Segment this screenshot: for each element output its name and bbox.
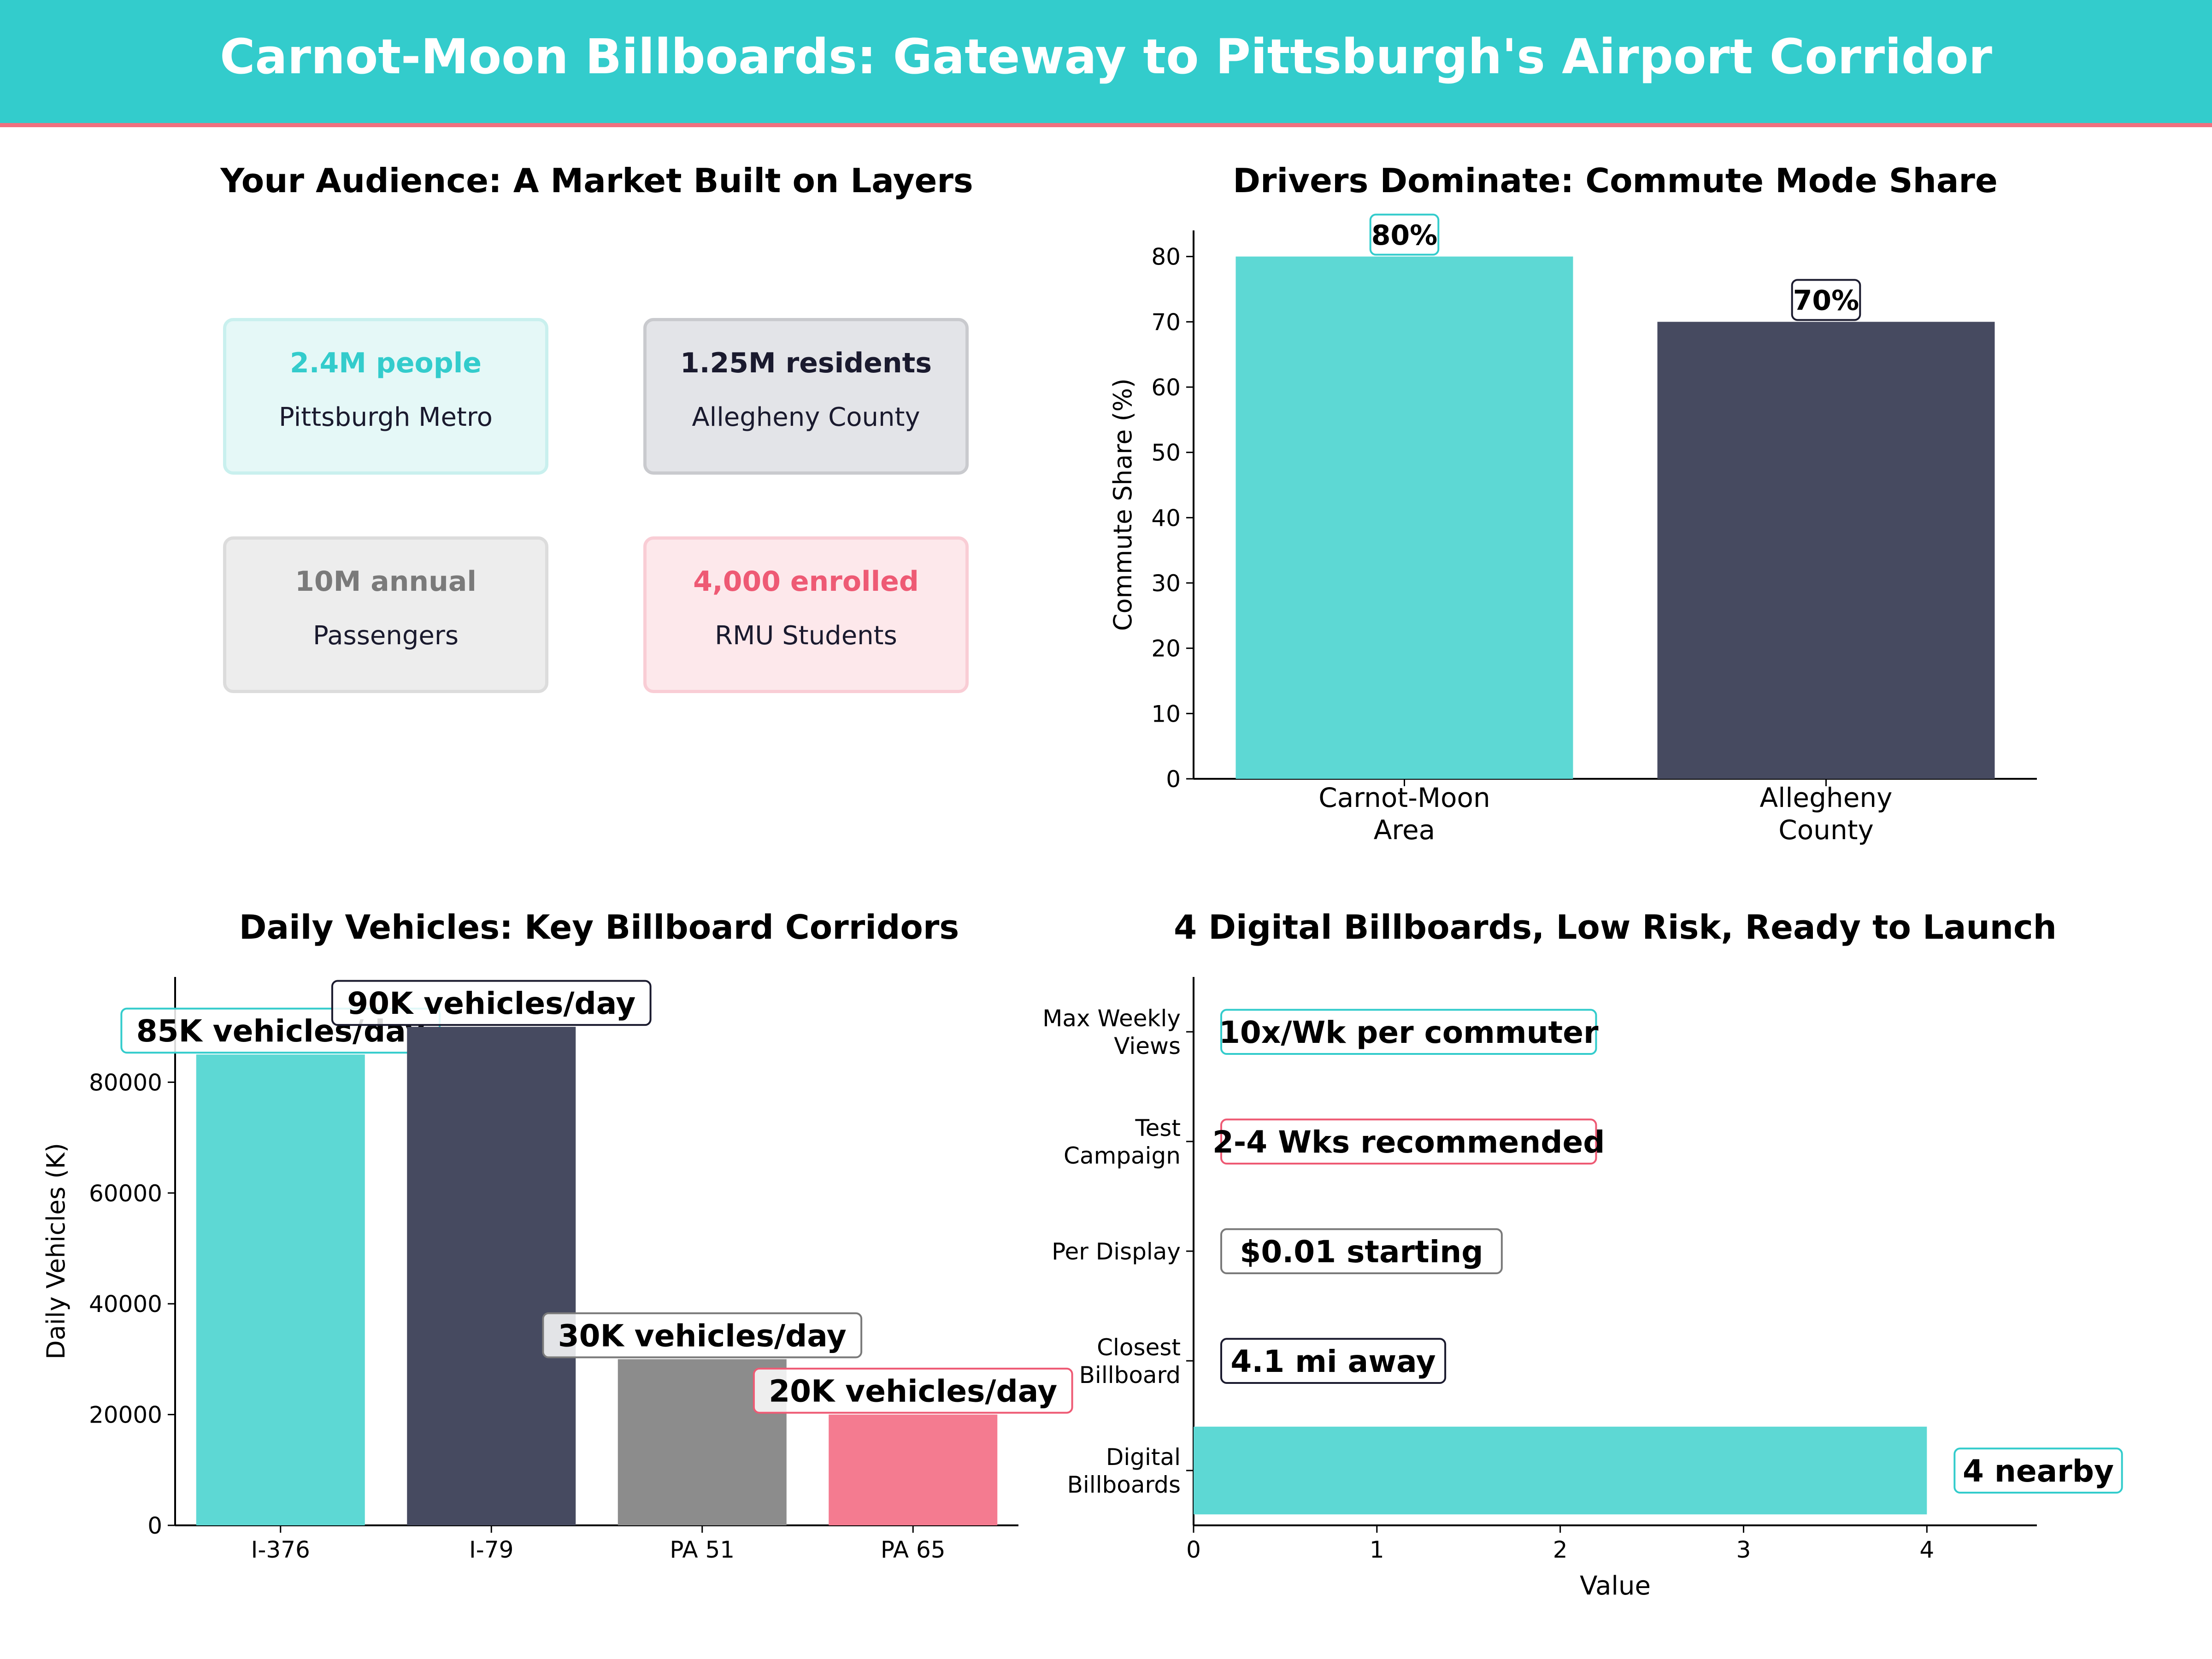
- audience-card-county: 1.25M residents Allegheny County: [643, 318, 969, 475]
- x-tick-label: I-79: [469, 1536, 513, 1563]
- y-tick-label: 0: [147, 1512, 162, 1539]
- data-label-1: 90K vehicles/day: [347, 986, 635, 1021]
- commute-chart-title: Drivers Dominate: Commute Mode Share: [1233, 161, 1998, 200]
- y-tick-label: Test Campaign: [1064, 1115, 1181, 1169]
- bar-0: [1235, 256, 1573, 779]
- bar-1: [1657, 322, 1995, 779]
- data-label-2: 30K vehicles/day: [558, 1318, 847, 1353]
- x-tick-label: 0: [1186, 1536, 1201, 1563]
- y-tick-label: 50: [1151, 440, 1181, 466]
- data-label-2: $0.01 starting: [1240, 1234, 1483, 1270]
- data-label-2-box: [542, 1312, 863, 1359]
- x-tick-label: 1: [1370, 1536, 1384, 1563]
- bar-0: [196, 1054, 365, 1525]
- card-label: Pittsburgh Metro: [279, 402, 493, 432]
- data-label-2-box: [1220, 1228, 1503, 1274]
- x-tick-label: PA 51: [670, 1536, 735, 1563]
- data-label-0-box: [1369, 213, 1440, 256]
- card-value: 4,000 enrolled: [693, 565, 919, 598]
- data-label-4: 10x/Wk per commuter: [1219, 1015, 1599, 1050]
- data-label-3-box: [1220, 1118, 1597, 1165]
- header-banner: Carnot-Moon Billboards: Gateway to Pitts…: [0, 0, 2212, 127]
- y-axis-label: Daily Vehicles (K): [41, 1143, 71, 1359]
- y-tick-label: 40000: [89, 1291, 162, 1318]
- data-label-4-box: [1220, 1009, 1597, 1055]
- x-tick-label: 4: [1919, 1536, 1934, 1563]
- y-tick-label: Digital Billboards: [1067, 1444, 1181, 1498]
- y-tick-label: 40: [1151, 505, 1181, 531]
- page-title: Carnot-Moon Billboards: Gateway to Pitts…: [220, 29, 1992, 85]
- bar-0: [1194, 1426, 1927, 1515]
- y-tick-label: 30: [1151, 570, 1181, 597]
- y-tick-label: Per Display: [1052, 1238, 1181, 1265]
- audience-panel-title: Your Audience: A Market Built on Layers: [220, 161, 973, 200]
- bar-1: [407, 1027, 576, 1525]
- billboard-facts-chart: 0 1 2 3 4 Digital Billboards 4 nearby Closest Bil…: [1042, 977, 2123, 1601]
- card-value: 1.25M residents: [680, 347, 932, 379]
- card-label: Allegheny County: [692, 402, 920, 432]
- audience-card-metro: 2.4M people Pittsburgh Metro: [223, 318, 548, 475]
- y-tick-label: 20: [1151, 635, 1181, 662]
- data-label-1-box: [1220, 1338, 1447, 1384]
- bar-3: [829, 1414, 998, 1525]
- x-tick-label: PA 65: [881, 1536, 946, 1563]
- audience-card-passengers: 10M annual Passengers: [223, 536, 548, 693]
- data-label-0: 4 nearby: [1963, 1453, 2114, 1489]
- x-tick-label: 3: [1736, 1536, 1751, 1563]
- data-label-0-box: [1953, 1447, 2123, 1494]
- y-tick-label: Max Weekly Views: [1042, 1005, 1181, 1059]
- x-tick-label: I-376: [251, 1536, 310, 1563]
- vehicles-chart-title: Daily Vehicles: Key Billboard Corridors: [239, 908, 959, 947]
- y-tick-label: 10: [1151, 700, 1181, 727]
- x-tick-label: Carnot-Moon Area: [1318, 782, 1490, 846]
- y-tick-label: 80000: [89, 1069, 162, 1096]
- y-tick-label: 60000: [89, 1180, 162, 1207]
- data-label-1-box: [1791, 279, 1861, 321]
- y-tick-label: 80: [1151, 244, 1181, 271]
- x-tick-label: Allegheny County: [1760, 782, 1893, 846]
- y-axis-label: Commute Share (%): [1108, 378, 1137, 631]
- card-label: Passengers: [312, 621, 459, 651]
- card-value: 2.4M people: [290, 347, 482, 379]
- x-tick-label: 2: [1553, 1536, 1568, 1563]
- data-label-3: 2-4 Wks recommended: [1212, 1124, 1605, 1160]
- data-label-0: 80%: [1371, 219, 1438, 252]
- y-tick-label: 0: [1166, 766, 1181, 793]
- data-label-3-box: [753, 1367, 1073, 1414]
- y-tick-label: Closest Billboard: [1079, 1334, 1181, 1388]
- x-axis-label: Value: [1580, 1571, 1651, 1601]
- card-label: RMU Students: [715, 621, 897, 651]
- audience-card-students: 4,000 enrolled RMU Students: [643, 536, 969, 693]
- data-label-1: 4.1 mi away: [1230, 1344, 1435, 1379]
- data-label-1: 70%: [1793, 284, 1859, 317]
- data-label-1-box: [331, 980, 652, 1026]
- commute-share-chart: 0 10 20 30 40 50 60 70 80 Carnot-Moon Area 80% Alleg…: [1108, 213, 2037, 846]
- y-tick-label: 20000: [89, 1402, 162, 1429]
- card-value: 10M annual: [295, 565, 477, 598]
- billboard-chart-title: 4 Digital Billboards, Low Risk, Ready to…: [1174, 908, 2057, 947]
- y-tick-label: 70: [1151, 309, 1181, 335]
- y-tick-label: 60: [1151, 374, 1181, 401]
- data-label-3: 20K vehicles/day: [769, 1374, 1057, 1409]
